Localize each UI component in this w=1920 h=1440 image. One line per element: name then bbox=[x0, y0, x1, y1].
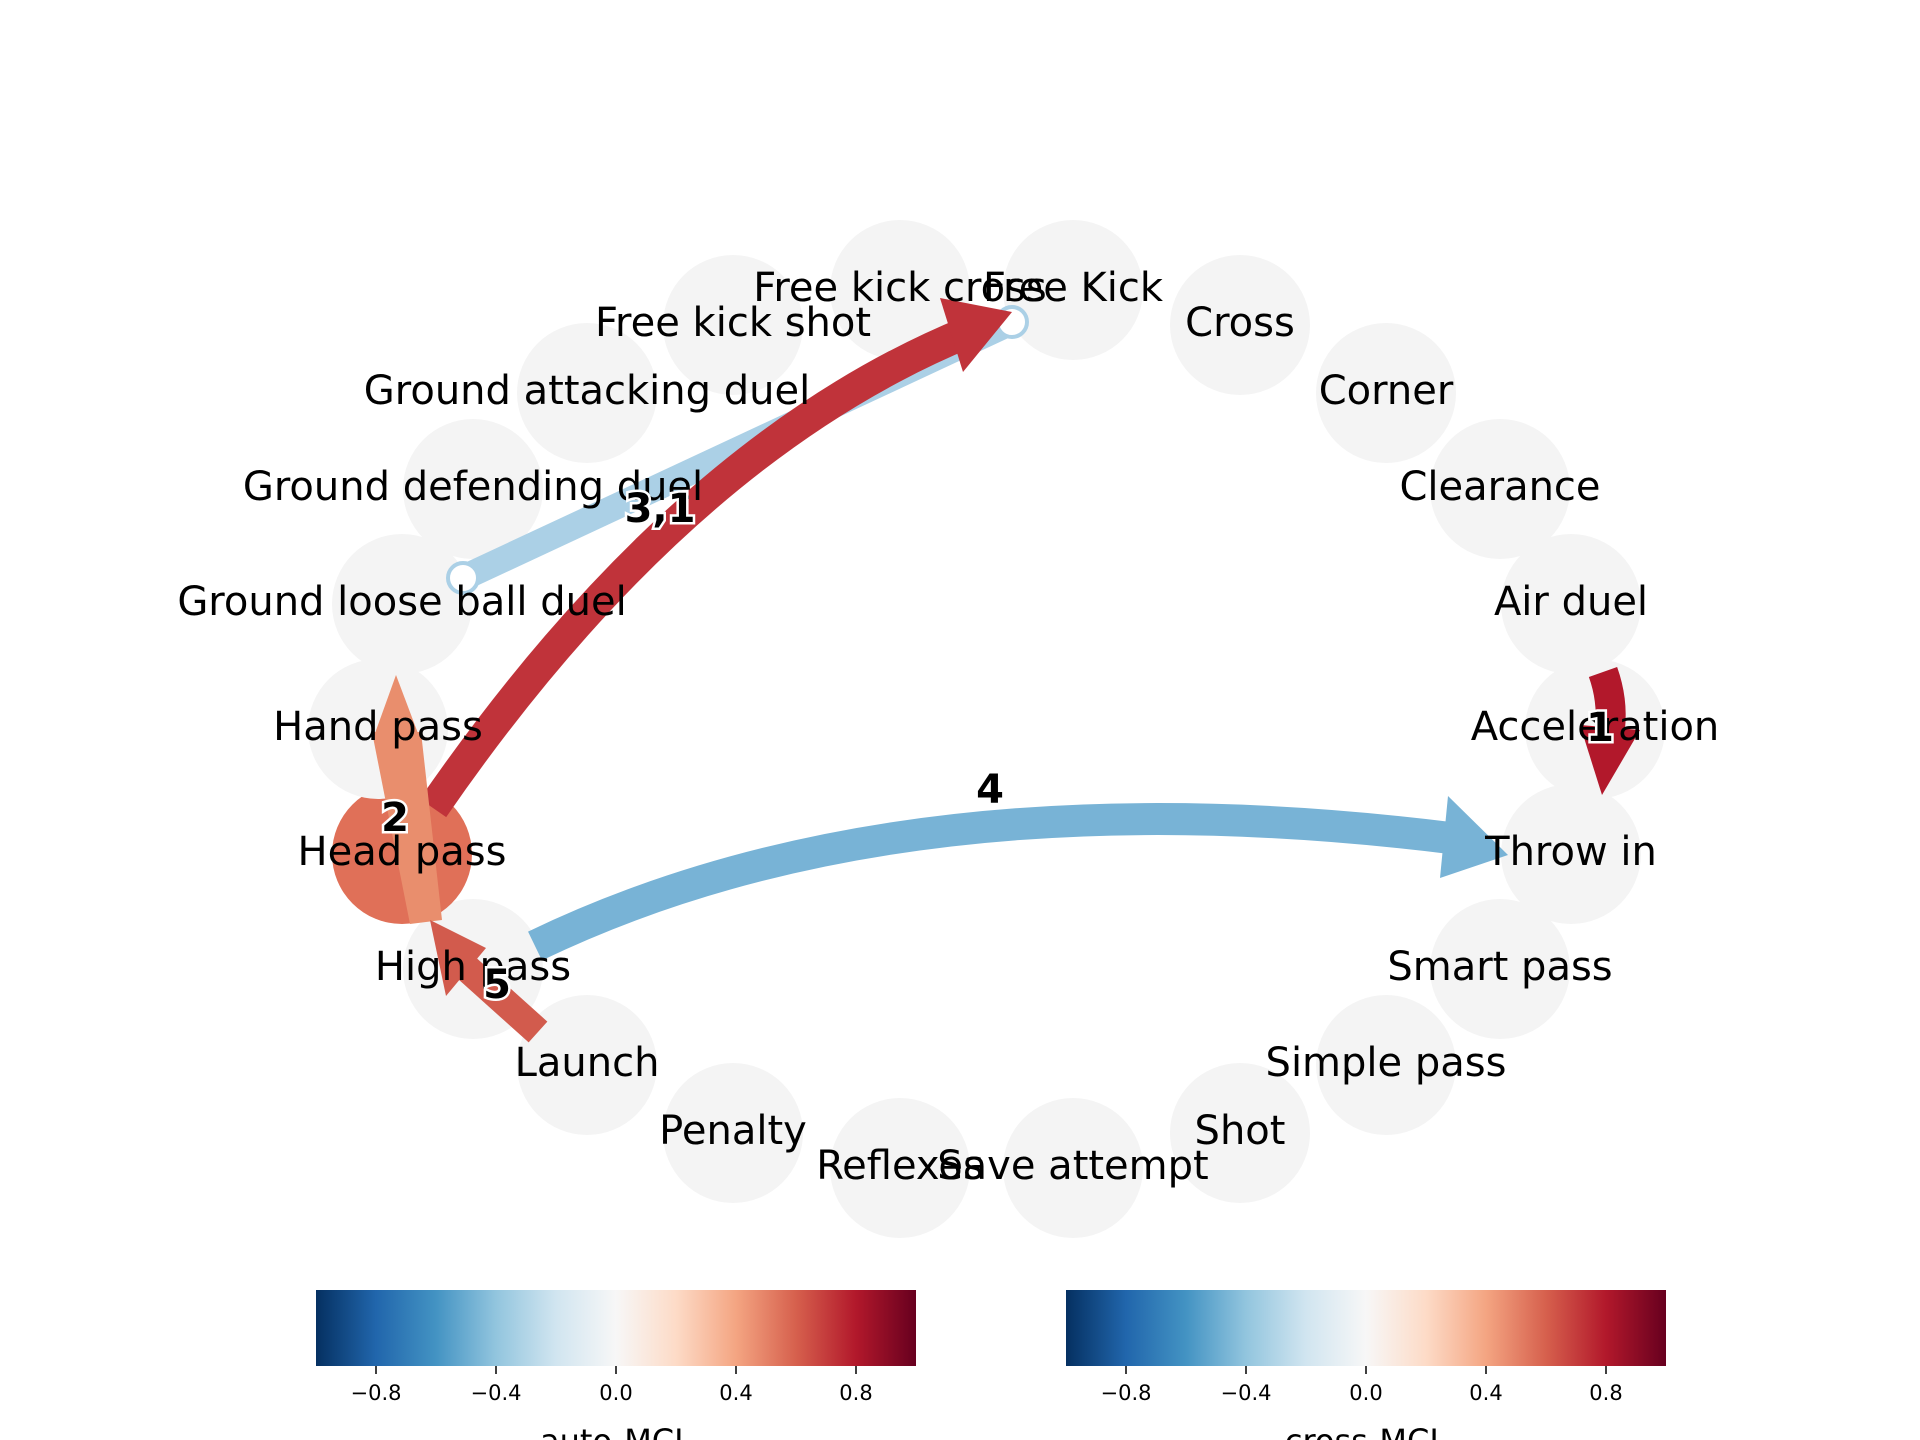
edge-label-3-1: 3,1 bbox=[625, 486, 696, 532]
node-smart-pass bbox=[1430, 899, 1570, 1039]
node-label-ground-attacking-duel: Ground attacking duel bbox=[364, 368, 810, 414]
edge-label-2: 2 bbox=[381, 795, 409, 841]
node-throw-in bbox=[1501, 784, 1641, 924]
colorbar-cross-mcl-tick-label: 0.8 bbox=[1589, 1381, 1622, 1405]
colorbar-auto-mcl-tick-label: 0.4 bbox=[719, 1381, 752, 1405]
edge-air-duel-to-acceleration bbox=[1580, 666, 1640, 795]
node-label-corner: Corner bbox=[1319, 368, 1454, 414]
node-clearance bbox=[1430, 419, 1570, 559]
node-launch bbox=[517, 995, 657, 1135]
edge-label-5: 5 bbox=[483, 962, 511, 1008]
edge-label-4: 4 bbox=[976, 767, 1004, 813]
colorbar-auto-mcl-tick-label: −0.8 bbox=[351, 1381, 402, 1405]
node-label-free-kick-cross: Free kick cross bbox=[753, 265, 1046, 311]
edge-launch-to-high-pass bbox=[430, 920, 548, 1043]
node-label-hand-pass: Hand pass bbox=[273, 704, 483, 750]
colorbar-auto-mcl-gradient bbox=[316, 1290, 916, 1366]
colorbar-cross-mcl-tick-label: −0.8 bbox=[1101, 1381, 1152, 1405]
node-label-penalty: Penalty bbox=[659, 1108, 807, 1154]
node-label-free-kick: Free Kick bbox=[983, 265, 1164, 311]
edge-labels: 1 2 3,1 4 5 bbox=[379, 484, 1617, 1011]
node-labels: Free Kick Cross Corner Clearance Air due… bbox=[177, 265, 1719, 1189]
node-label-launch: Launch bbox=[515, 1040, 660, 1086]
colorbar-cross-mcl: −0.8 −0.4 0.0 0.4 0.8 cross-MCL bbox=[1066, 1290, 1666, 1440]
node-penalty bbox=[663, 1063, 803, 1203]
node-label-reflexes: Reflexes bbox=[816, 1143, 984, 1189]
colorbar-cross-mcl-ticks bbox=[1125, 1366, 1607, 1374]
node-save-attempt bbox=[1003, 1098, 1143, 1238]
node-label-smart-pass: Smart pass bbox=[1387, 944, 1612, 990]
node-air-duel bbox=[1501, 534, 1641, 674]
node-label-acceleration: Acceleration bbox=[1471, 704, 1720, 750]
node-label-save-attempt: Save attempt bbox=[937, 1143, 1208, 1189]
node-simple-pass bbox=[1316, 995, 1456, 1135]
node-label-cross: Cross bbox=[1185, 300, 1295, 346]
colorbar-auto-mcl-label: auto-MCL bbox=[540, 1422, 692, 1440]
node-label-throw-in: Throw in bbox=[1484, 829, 1657, 875]
node-ground-attacking-duel bbox=[517, 323, 657, 463]
node-ground-defending-duel bbox=[403, 419, 543, 559]
node-label-air-duel: Air duel bbox=[1494, 579, 1648, 625]
colorbar-auto-mcl-tick-label: 0.0 bbox=[599, 1381, 632, 1405]
node-label-head-pass: Head pass bbox=[298, 829, 507, 875]
colorbar-auto-mcl-tick-label: −0.4 bbox=[471, 1381, 522, 1405]
node-reflexes bbox=[830, 1098, 970, 1238]
colorbar-auto-mcl: −0.8 −0.4 0.0 0.4 0.8 auto-MCL bbox=[316, 1290, 916, 1440]
node-free-kick-cross bbox=[830, 220, 970, 360]
node-label-free-kick-shot: Free kick shot bbox=[595, 300, 871, 346]
node-label-shot: Shot bbox=[1195, 1108, 1286, 1154]
colorbar-cross-mcl-label: cross-MCL bbox=[1285, 1422, 1447, 1440]
node-label-high-pass: High pass bbox=[375, 944, 571, 990]
node-label-clearance: Clearance bbox=[1399, 464, 1600, 510]
edge-head-pass-to-free-kick bbox=[419, 298, 1012, 818]
node-circles bbox=[308, 220, 1665, 1238]
node-ground-loose-ball-duel bbox=[332, 534, 472, 674]
node-corner bbox=[1316, 323, 1456, 463]
node-label-simple-pass: Simple pass bbox=[1266, 1040, 1507, 1086]
edge-high-pass-to-throw-in bbox=[528, 796, 1508, 961]
colorbar-cross-mcl-tick-label: 0.4 bbox=[1469, 1381, 1502, 1405]
colorbar-auto-mcl-tick-label: 0.8 bbox=[839, 1381, 872, 1405]
edge-head-pass-to-hand-pass bbox=[372, 675, 442, 924]
node-shot bbox=[1170, 1063, 1310, 1203]
node-cross bbox=[1170, 255, 1310, 395]
colorbar-auto-mcl-ticks bbox=[375, 1366, 857, 1374]
edges bbox=[372, 298, 1640, 1043]
node-free-kick-shot bbox=[663, 255, 803, 395]
node-label-ground-defending-duel: Ground defending duel bbox=[243, 464, 703, 510]
colorbar-cross-mcl-tick-label: 0.0 bbox=[1349, 1381, 1382, 1405]
node-free-kick bbox=[1003, 220, 1143, 360]
colorbar-cross-mcl-tick-label: −0.4 bbox=[1221, 1381, 1272, 1405]
edge-label-1: 1 bbox=[1586, 705, 1614, 751]
node-label-ground-loose-ball-duel: Ground loose ball duel bbox=[177, 579, 626, 625]
colorbar-cross-mcl-gradient bbox=[1066, 1290, 1666, 1366]
